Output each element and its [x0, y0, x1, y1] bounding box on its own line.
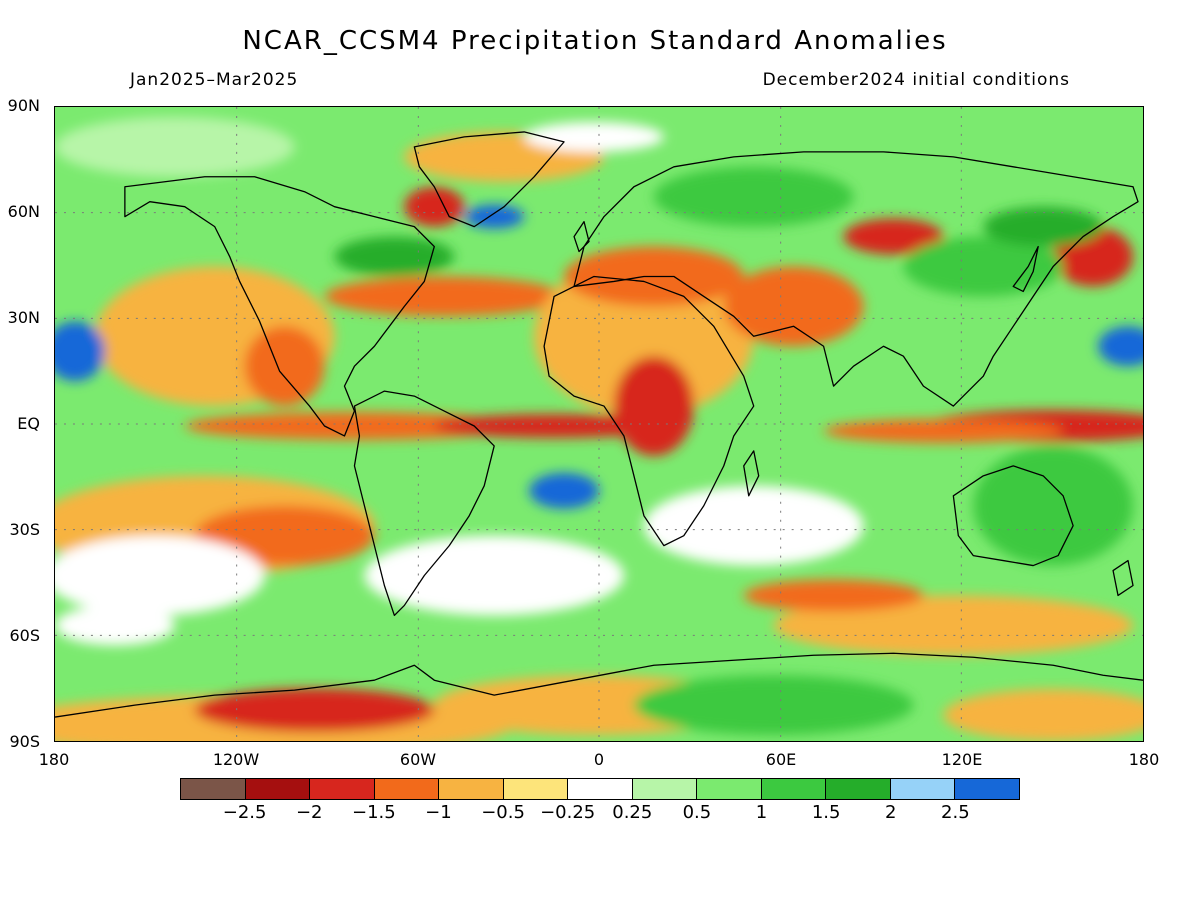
- coast-greenland: [413, 131, 565, 228]
- legend-label: 0.25: [612, 802, 653, 823]
- legend-label: −2: [295, 802, 323, 823]
- legend-label: 2: [885, 802, 897, 823]
- anomaly-blob: [334, 236, 455, 277]
- anomaly-map-canvas: [55, 107, 1143, 741]
- legend-label: −0.5: [481, 802, 525, 823]
- coast-antarctica: [55, 652, 1143, 718]
- legend-label: −1.5: [351, 802, 396, 823]
- anomaly-blob: [524, 121, 664, 152]
- anomaly-blob: [633, 675, 914, 736]
- lon-label-120w: 120W: [212, 750, 260, 769]
- anomaly-blob: [55, 116, 295, 177]
- lon-label-60w: 60W: [399, 750, 437, 769]
- legend-swatch: [697, 779, 762, 799]
- anomaly-field: [55, 116, 1143, 741]
- coast-eurasia: [573, 151, 1139, 407]
- color-legend: [180, 778, 1020, 800]
- anomaly-blob: [843, 218, 944, 255]
- lat-label-60n: 60N: [7, 202, 40, 221]
- legend-label: 0.5: [682, 802, 712, 823]
- anomaly-blob: [653, 166, 854, 227]
- legend-swatch: [439, 779, 504, 799]
- legend-label: −2.5: [222, 802, 267, 823]
- coast-africa: [543, 275, 755, 547]
- map-title: NCAR_CCSM4 Precipitation Standard Anomal…: [242, 26, 948, 56]
- legend-swatch: [568, 779, 633, 799]
- anomaly-blob: [194, 688, 435, 733]
- coast-north-america: [124, 176, 435, 437]
- lon-label-60e: 60E: [765, 750, 797, 769]
- initial-conditions: December2024 initial conditions: [762, 70, 1070, 90]
- forecast-period: Jan2025–Mar2025: [130, 70, 299, 90]
- legend-label: 1.5: [811, 802, 841, 823]
- legend-swatch: [761, 779, 827, 799]
- anomaly-blob: [55, 605, 175, 646]
- anomaly-blob: [324, 276, 565, 317]
- lat-label-30s: 30S: [9, 520, 40, 539]
- anomaly-blob: [973, 445, 1134, 566]
- anomaly-blob: [943, 689, 1143, 741]
- coastlines: [55, 131, 1143, 718]
- lat-label-30n: 30N: [7, 308, 40, 327]
- coast-uk: [573, 220, 590, 253]
- legend-swatch: [955, 779, 1019, 799]
- lon-label-0: 0: [593, 750, 605, 769]
- anomaly-blob: [823, 419, 1064, 443]
- legend-swatch: [181, 779, 246, 799]
- legend-label: 1: [755, 802, 768, 823]
- legend-swatch: [310, 779, 375, 799]
- coast-south-america: [353, 390, 495, 617]
- legend-label: −1: [425, 802, 452, 823]
- legend-swatch: [374, 779, 440, 799]
- legend-swatch: [890, 779, 956, 799]
- anomaly-blob: [55, 321, 105, 382]
- legend-swatch: [826, 779, 891, 799]
- anomaly-blob: [184, 412, 525, 440]
- legend-swatch: [632, 779, 698, 799]
- lat-label-90n: 90N: [7, 96, 40, 115]
- coast-japan: [1012, 245, 1039, 293]
- anomaly-blob: [903, 236, 1064, 297]
- lon-label-180e: 180: [1128, 750, 1160, 769]
- legend-label: −0.25: [540, 802, 596, 823]
- anomaly-blob: [404, 186, 465, 227]
- lat-label-eq: EQ: [17, 414, 40, 433]
- anomaly-blob: [244, 326, 325, 407]
- anomaly-blob: [55, 535, 265, 616]
- lon-label-180w: 180: [38, 750, 70, 769]
- lat-label-60s: 60S: [9, 626, 40, 645]
- legend-label: 2.5: [941, 802, 970, 823]
- lon-label-120e: 120E: [941, 750, 983, 769]
- anomaly-blob: [743, 579, 924, 612]
- anomaly-blob: [983, 206, 1104, 247]
- anomaly-blob: [1098, 326, 1143, 367]
- anomaly-map: [54, 106, 1144, 742]
- anomaly-blob: [643, 485, 864, 566]
- coast-madagascar: [743, 450, 760, 497]
- coast-australia: [952, 465, 1074, 567]
- legend-swatch: [503, 779, 569, 799]
- graticule: [55, 107, 1143, 741]
- anomaly-blob: [364, 535, 624, 616]
- anomaly-blob: [723, 266, 864, 347]
- lat-label-90s: 90S: [9, 732, 40, 751]
- coast-new-zealand: [1112, 559, 1134, 597]
- anomaly-blob: [529, 472, 599, 509]
- legend-swatch: [245, 779, 311, 799]
- anomaly-blob: [464, 204, 525, 229]
- anomaly-blob: [613, 356, 694, 456]
